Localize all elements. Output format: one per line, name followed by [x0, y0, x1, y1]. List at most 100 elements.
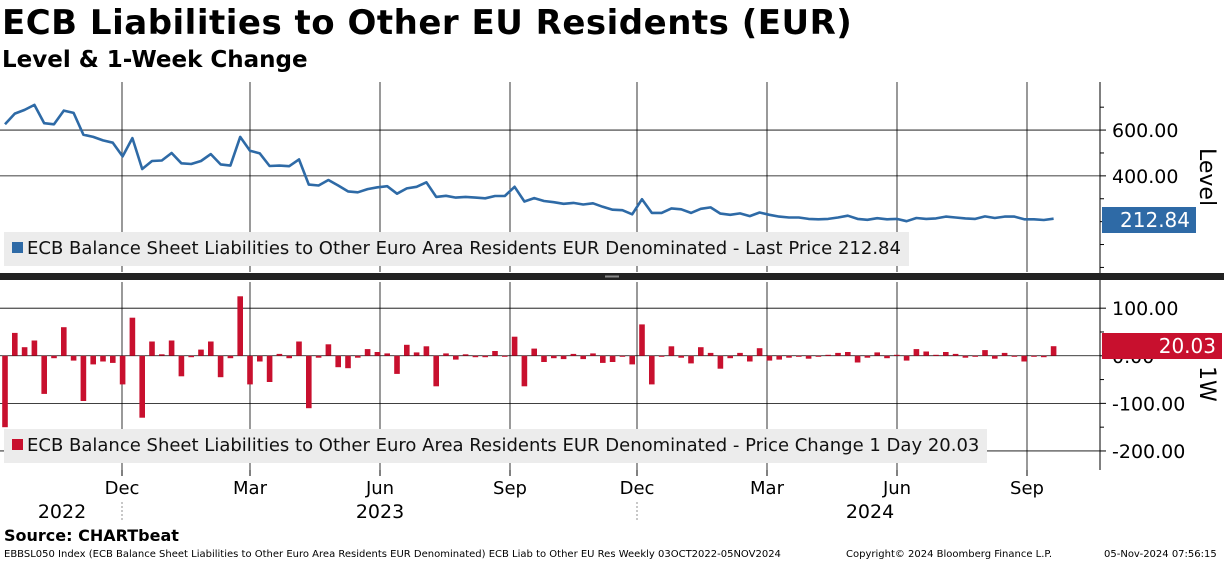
change-bar [1011, 355, 1018, 357]
panel-separator-grip [605, 275, 619, 278]
change-bar [913, 349, 920, 356]
change-bar [747, 355, 753, 362]
change-bar [159, 354, 165, 356]
change-bar [129, 317, 136, 356]
change-bar [217, 355, 224, 378]
change-bar [413, 352, 420, 356]
change-bar [737, 352, 743, 356]
change-bar [756, 348, 763, 356]
change-bar [531, 348, 537, 356]
change-bar [208, 341, 214, 356]
change-bar [952, 353, 959, 356]
change-ytick-label: 100.00 [1112, 298, 1178, 320]
change-bar [90, 355, 96, 365]
x-tick-label: Jun [365, 478, 394, 499]
change-bar [335, 355, 341, 368]
change-bar [707, 352, 714, 356]
change-bar [198, 349, 204, 356]
change-bar [590, 353, 596, 356]
chart-title: ECB Liabilities to Other EU Residents (E… [2, 3, 853, 43]
x-tick-label: Mar [750, 478, 785, 499]
change-bar [286, 355, 292, 359]
source-note: Source: CHARTbeat [4, 526, 179, 545]
change-bar [1021, 355, 1027, 362]
change-bar [805, 355, 812, 359]
change-bar [943, 352, 949, 356]
change-bar [306, 355, 312, 409]
change-bar [502, 355, 508, 357]
change-bar [551, 355, 557, 359]
change-bar [139, 355, 145, 418]
change-bar [815, 355, 822, 357]
change-bar [227, 355, 234, 359]
change-bar [110, 355, 116, 363]
change-bar [560, 355, 567, 360]
change-bar [51, 355, 57, 359]
change-bar [845, 352, 851, 356]
change-bar [482, 355, 488, 358]
change-bar [894, 354, 900, 356]
change-bar [61, 327, 67, 356]
change-bar [315, 355, 322, 358]
change-bar [423, 346, 430, 356]
change-bar [492, 351, 498, 356]
level-legend-label: ECB Balance Sheet Liabilities to Other E… [27, 238, 901, 259]
change-bar [678, 355, 684, 358]
change-bar [364, 349, 371, 356]
footer-timestamp: 05-Nov-2024 07:56:15 [1104, 549, 1217, 560]
change-bar [727, 355, 733, 359]
footer-ticker: EBBSL050 Index (ECB Balance Sheet Liabil… [4, 549, 781, 560]
x-tick-label: Mar [233, 478, 268, 499]
change-bar [923, 351, 929, 356]
change-bar [374, 352, 381, 356]
change-bar [168, 340, 175, 356]
level-legend-swatch [12, 242, 23, 253]
change-bar [41, 355, 47, 394]
change-bar [1031, 355, 1037, 357]
level-ytick-label: 400.00 [1112, 166, 1178, 188]
level-ytick-label: 600.00 [1112, 120, 1178, 142]
change-bar [443, 353, 449, 356]
change-bar [864, 355, 871, 358]
change-bar [962, 355, 969, 358]
change-bar [257, 355, 263, 362]
change-bar [992, 355, 998, 359]
change-bar [188, 355, 194, 358]
change-bar [933, 354, 939, 356]
change-bar [521, 355, 528, 387]
change-bar [903, 355, 910, 361]
change-bar [247, 355, 253, 385]
change-ytick-label: -100.00 [1112, 393, 1185, 415]
change-bar [600, 355, 606, 363]
change-bar [276, 353, 283, 356]
change-bar [570, 353, 577, 356]
change-bar [178, 355, 185, 377]
change-bar [825, 354, 831, 356]
change-bar [296, 341, 302, 356]
x-tick-label: Dec [620, 478, 655, 499]
x-year-label: 2023 [356, 501, 404, 523]
change-bar [776, 355, 782, 360]
change-bar [2, 355, 8, 428]
level-last-value-badge: 212.84 [1102, 207, 1196, 233]
change-bar [1050, 346, 1057, 356]
change-bar [404, 344, 410, 356]
change-bar [874, 352, 880, 356]
change-bar [21, 347, 28, 356]
change-bar [796, 355, 802, 357]
change-legend-label: ECB Balance Sheet Liabilities to Other E… [27, 435, 980, 456]
change-bar [453, 355, 459, 360]
change-bar [766, 355, 773, 361]
x-year-label: 2022 [38, 501, 86, 523]
change-bar [472, 355, 479, 358]
change-bar [541, 355, 547, 362]
change-bar [119, 355, 126, 385]
change-bar [237, 296, 243, 356]
change-bar [12, 332, 18, 356]
change-bar [266, 355, 273, 382]
change-bar [325, 344, 332, 356]
change-bar [854, 355, 861, 363]
level-axis-title: Level [1194, 148, 1219, 206]
change-bar [649, 355, 655, 385]
change-last-value-badge: 20.03 [1102, 333, 1222, 359]
